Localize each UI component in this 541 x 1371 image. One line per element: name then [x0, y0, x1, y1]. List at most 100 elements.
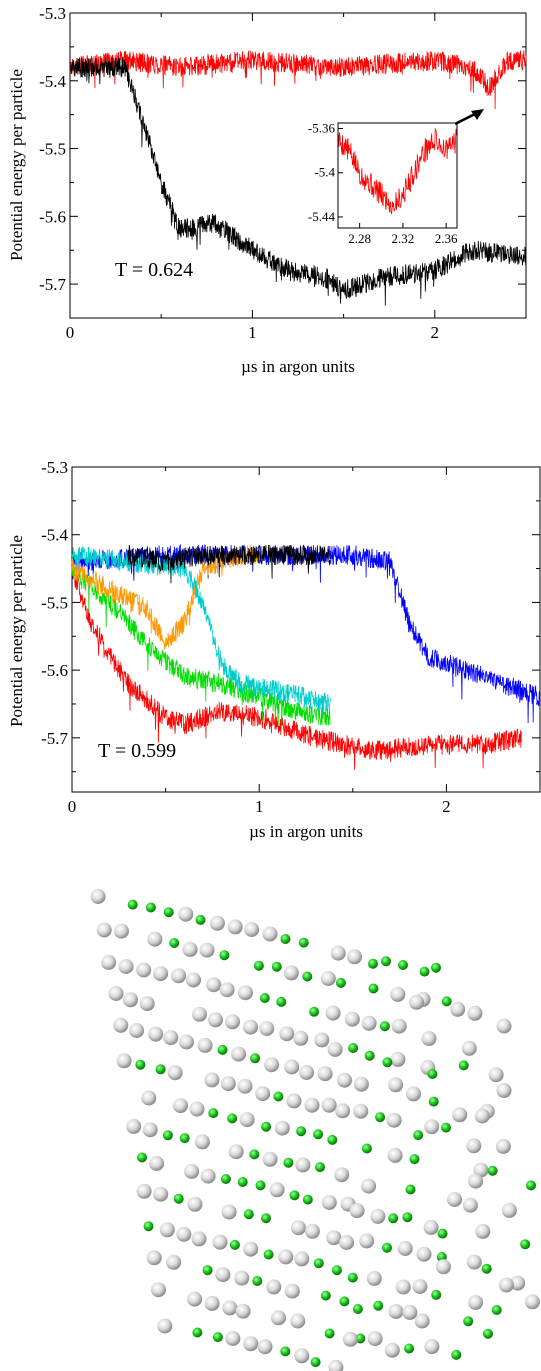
particle-green	[289, 1190, 300, 1201]
particle-white	[488, 1067, 504, 1083]
series-line	[71, 560, 522, 770]
x-tick-label: 0	[68, 797, 77, 816]
particle-white	[334, 1167, 350, 1183]
inset-x-tick-label: 2.36	[435, 231, 458, 246]
particle-white	[435, 1259, 451, 1275]
particle-white	[409, 994, 425, 1010]
particle-white	[269, 1182, 285, 1198]
particle-white	[200, 1168, 216, 1184]
particle-white	[391, 1018, 407, 1034]
particle-white	[468, 1294, 484, 1310]
particle-white	[259, 1021, 275, 1036]
y-tick-label: -5.6	[41, 661, 68, 680]
particle-green	[137, 1152, 147, 1163]
energy-chart-top: 0 1 2 -5.3 -5.4 -5.5 -5.6 -5.7 µs in argon unit…	[7, 4, 527, 376]
particle-white	[390, 986, 406, 1002]
particle-white	[501, 1202, 517, 1218]
particle-white	[294, 1348, 310, 1364]
particle-green	[271, 961, 282, 972]
particle-green	[458, 1060, 469, 1071]
particle-green	[335, 977, 346, 988]
particle-green	[419, 966, 430, 977]
particle-green	[162, 1130, 173, 1141]
x-tick-label: 2	[442, 797, 451, 816]
particle-green	[483, 1328, 493, 1339]
temperature-label: T = 0.599	[98, 740, 176, 762]
inset: 2.28 2.32 2.36 -5.36 -5.4 -5.44	[308, 121, 458, 246]
particle-green	[368, 983, 379, 994]
particle-white	[212, 1234, 228, 1250]
particle-white	[475, 1223, 491, 1239]
particle-white	[467, 1005, 483, 1021]
particle-green	[252, 1276, 263, 1286]
particle-white	[179, 1034, 194, 1050]
particle-white	[366, 1270, 382, 1286]
particle-green	[309, 1006, 320, 1017]
particle-white	[222, 1300, 238, 1316]
particle-white	[192, 1006, 207, 1022]
particle-green	[409, 1154, 420, 1165]
particle-white	[101, 954, 117, 970]
inset-y-tick-label: -5.44	[308, 209, 336, 224]
particle-white	[474, 1108, 490, 1124]
series-line	[69, 50, 527, 110]
particle-white	[337, 1072, 352, 1088]
series-line	[127, 544, 331, 584]
particle-white	[182, 941, 198, 957]
particle-green	[310, 1357, 321, 1368]
particle-green	[441, 996, 452, 1007]
particle-green	[315, 1162, 325, 1173]
particle-white	[344, 1011, 360, 1027]
particle-white	[461, 1040, 477, 1056]
particle-green	[255, 1180, 266, 1191]
particle-green	[428, 1096, 439, 1107]
particle-white	[141, 1090, 157, 1106]
particle-white	[187, 1196, 203, 1212]
particle-white	[219, 982, 235, 998]
particle-green	[163, 907, 174, 918]
particle-white	[388, 1077, 404, 1093]
particle-white	[186, 972, 201, 988]
particle-white	[498, 1277, 514, 1293]
particle-white	[151, 1282, 166, 1298]
particle-green	[302, 971, 313, 982]
particle-white	[114, 923, 129, 939]
particle-white	[330, 945, 346, 961]
series-line	[71, 544, 260, 650]
particle-green	[463, 1316, 474, 1327]
particle-green	[348, 1043, 359, 1053]
particle-white	[167, 1065, 183, 1081]
plot-area	[69, 12, 527, 319]
particle-white	[295, 1157, 311, 1173]
particle-white	[225, 1331, 241, 1346]
particle-white	[447, 1192, 462, 1207]
particle-green	[276, 996, 287, 1007]
x-tick-label: 2	[431, 323, 440, 342]
tick-labels: 0 1 2 -5.3 -5.4 -5.5 -5.6 -5.7	[39, 4, 439, 342]
particle-white	[166, 1254, 182, 1270]
particle-green	[364, 1050, 375, 1061]
particle-white	[387, 1147, 403, 1163]
particle-green	[526, 1180, 536, 1191]
particle-green	[298, 937, 309, 948]
particle-green	[169, 938, 180, 948]
particle-green	[219, 950, 230, 961]
particle-green	[220, 1174, 231, 1184]
particle-green	[481, 1263, 492, 1274]
particle-white	[208, 1012, 223, 1028]
particle-green	[217, 1044, 228, 1055]
particle-white	[209, 915, 225, 931]
y-tick-label: -5.3	[39, 4, 66, 23]
y-tick-label: -5.7	[39, 275, 66, 294]
particle-green	[261, 1213, 271, 1224]
particle-white	[113, 1017, 129, 1033]
particle-white	[255, 1086, 271, 1102]
particle-green	[382, 1057, 393, 1068]
particle-green	[302, 1194, 313, 1205]
particle-green	[296, 1126, 307, 1137]
particle-green	[145, 902, 156, 913]
plot-frame	[71, 466, 541, 793]
particle-green	[263, 1249, 274, 1260]
particle-white	[159, 1222, 175, 1238]
particle-green	[229, 1239, 240, 1250]
